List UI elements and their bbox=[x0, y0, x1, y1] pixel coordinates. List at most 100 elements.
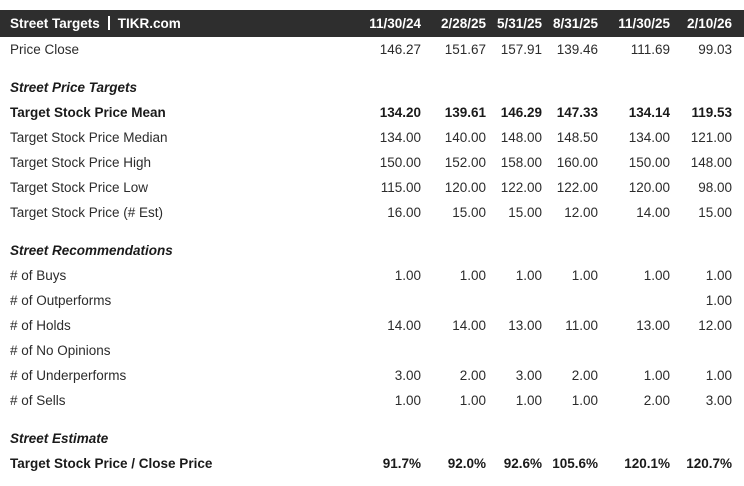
cell-value: 1.00 bbox=[394, 393, 421, 408]
cell-value: 14.00 bbox=[387, 318, 421, 333]
cell-value bbox=[670, 338, 744, 363]
row-label[interactable]: # of Outperforms bbox=[10, 293, 112, 308]
cell-value: 3.00 bbox=[394, 368, 421, 383]
row-label[interactable]: # of Holds bbox=[10, 318, 71, 333]
row-label[interactable]: Target Stock Price Median bbox=[10, 130, 168, 145]
column-date: 2/28/25 bbox=[440, 16, 486, 31]
cell-value bbox=[598, 62, 670, 100]
table-row: # of Holds 14.00 14.00 13.00 11.00 13.00 12.00 bbox=[0, 313, 744, 338]
cell-value: 11.00 bbox=[565, 318, 598, 333]
table-row: Street Estimate bbox=[0, 413, 744, 451]
cell-value: 120.00 bbox=[444, 180, 486, 195]
cell-value bbox=[598, 288, 670, 313]
cell-value: 122.00 bbox=[500, 180, 542, 195]
cell-value: 1.00 bbox=[705, 268, 732, 283]
cell-value: 1.00 bbox=[459, 268, 486, 283]
table-row: # of Outperforms 1.00 bbox=[0, 288, 744, 313]
table-row: Street Recommendations bbox=[0, 225, 744, 263]
cell-value: 120.1% bbox=[624, 456, 670, 471]
cell-value bbox=[356, 62, 421, 100]
street-targets-page: Street Targets TIKR.com 11/30/24 2/28/25 5/… bbox=[0, 10, 744, 486]
cell-value: 1.00 bbox=[571, 393, 598, 408]
cell-value: 14.00 bbox=[452, 318, 486, 333]
column-date: 11/30/25 bbox=[618, 16, 670, 31]
cell-value bbox=[486, 288, 542, 313]
section-header-label: Street Estimate bbox=[10, 431, 109, 446]
table-row: # of Underperforms 3.00 2.00 3.00 2.00 1.00 1.… bbox=[0, 363, 744, 388]
cell-value bbox=[421, 288, 486, 313]
row-label[interactable]: Target Stock Price / Close Price bbox=[10, 456, 213, 471]
cell-value bbox=[598, 413, 670, 451]
cell-value: 139.61 bbox=[444, 105, 486, 120]
table-body: Price Close 146.27 151.67 157.91 139.46 111.6… bbox=[0, 37, 744, 476]
table-row: Street Price Targets bbox=[0, 62, 744, 100]
cell-value: 120.7% bbox=[686, 456, 732, 471]
cell-value bbox=[598, 225, 670, 263]
title-divider-icon bbox=[107, 16, 110, 30]
row-label[interactable]: Target Stock Price (# Est) bbox=[10, 205, 164, 220]
cell-value: 134.20 bbox=[379, 105, 421, 120]
cell-value: 140.00 bbox=[444, 130, 486, 145]
table-header: Street Targets TIKR.com 11/30/24 2/28/25 5/… bbox=[0, 10, 744, 37]
cell-value bbox=[542, 413, 598, 451]
header-row: Street Targets TIKR.com 11/30/24 2/28/25 5/… bbox=[0, 10, 744, 37]
cell-value: 1.00 bbox=[643, 268, 670, 283]
cell-value: 160.00 bbox=[556, 155, 598, 170]
cell-value: 92.0% bbox=[447, 456, 486, 471]
column-date: 2/10/26 bbox=[686, 16, 732, 31]
cell-value: 1.00 bbox=[705, 368, 732, 383]
section-header-label: Street Price Targets bbox=[10, 80, 138, 95]
cell-value bbox=[421, 338, 486, 363]
table-row: Target Stock Price High 150.00 152.00 158.0… bbox=[0, 150, 744, 175]
cell-value bbox=[356, 225, 421, 263]
cell-value: 1.00 bbox=[394, 268, 421, 283]
cell-value: 119.53 bbox=[691, 105, 732, 120]
table-row: # of No Opinions bbox=[0, 338, 744, 363]
cell-value: 1.00 bbox=[515, 393, 542, 408]
cell-value: 15.00 bbox=[508, 205, 542, 220]
row-label[interactable]: # of No Opinions bbox=[10, 343, 111, 358]
cell-value bbox=[356, 288, 421, 313]
cell-value bbox=[598, 338, 670, 363]
table-title: Street Targets TIKR.com bbox=[0, 10, 356, 37]
table-row: Target Stock Price Median 134.00 140.00 148… bbox=[0, 125, 744, 150]
cell-value bbox=[670, 62, 744, 100]
row-label[interactable]: Target Stock Price Mean bbox=[10, 105, 166, 120]
cell-value: 151.67 bbox=[444, 42, 486, 57]
cell-value: 16.00 bbox=[387, 205, 421, 220]
cell-value: 134.14 bbox=[628, 105, 670, 120]
row-label[interactable]: # of Underperforms bbox=[10, 368, 127, 383]
cell-value: 150.00 bbox=[628, 155, 670, 170]
cell-value: 120.00 bbox=[628, 180, 670, 195]
cell-value bbox=[356, 338, 421, 363]
row-label[interactable]: # of Buys bbox=[10, 268, 67, 283]
cell-value: 122.00 bbox=[556, 180, 598, 195]
cell-value bbox=[542, 62, 598, 100]
title-left: Street Targets bbox=[10, 16, 100, 31]
cell-value bbox=[486, 62, 542, 100]
column-date: 11/30/24 bbox=[369, 16, 421, 31]
cell-value: 98.00 bbox=[698, 180, 732, 195]
cell-value: 111.69 bbox=[630, 42, 670, 57]
cell-value bbox=[486, 338, 542, 363]
cell-value: 3.00 bbox=[515, 368, 542, 383]
cell-value: 121.00 bbox=[690, 130, 732, 145]
cell-value: 147.33 bbox=[556, 105, 598, 120]
row-label[interactable]: Target Stock Price High bbox=[10, 155, 152, 170]
cell-value bbox=[486, 225, 542, 263]
cell-value: 150.00 bbox=[379, 155, 421, 170]
cell-value: 91.7% bbox=[382, 456, 421, 471]
row-label[interactable]: Price Close bbox=[10, 42, 80, 57]
cell-value: 2.00 bbox=[459, 368, 486, 383]
cell-value: 15.00 bbox=[698, 205, 732, 220]
cell-value: 148.00 bbox=[690, 155, 732, 170]
column-date: 5/31/25 bbox=[496, 16, 542, 31]
row-label[interactable]: # of Sells bbox=[10, 393, 66, 408]
cell-value: 2.00 bbox=[643, 393, 670, 408]
row-label[interactable]: Target Stock Price Low bbox=[10, 180, 149, 195]
table-row: Price Close 146.27 151.67 157.91 139.46 111.6… bbox=[0, 37, 744, 62]
title-right: TIKR.com bbox=[117, 16, 181, 31]
cell-value: 146.27 bbox=[379, 42, 421, 57]
cell-value bbox=[486, 413, 542, 451]
cell-value: 146.29 bbox=[500, 105, 542, 120]
